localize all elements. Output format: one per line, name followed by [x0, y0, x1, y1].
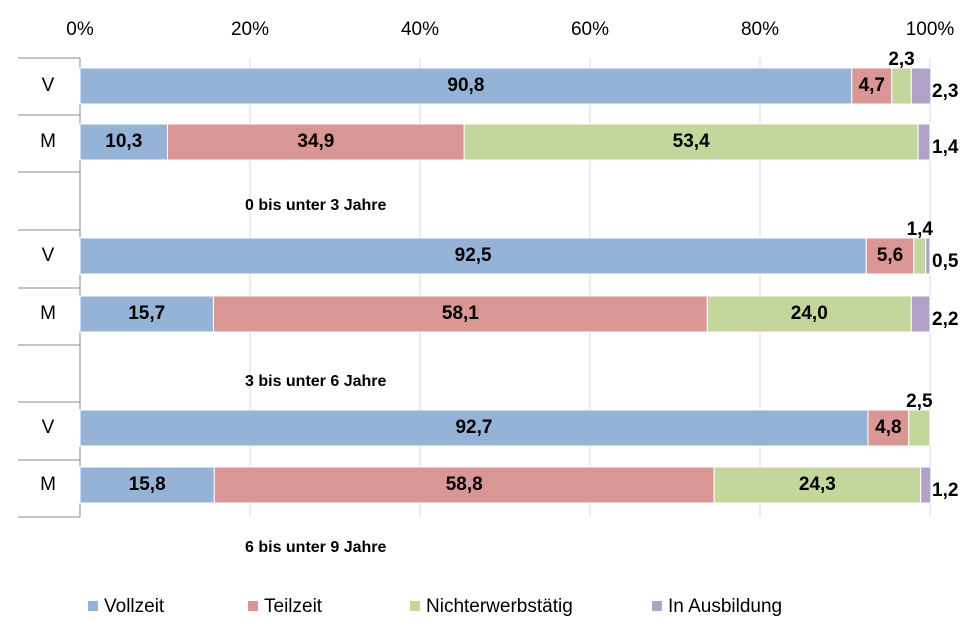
- bar-segment: [917, 123, 931, 161]
- x-tick-label: 40%: [401, 19, 439, 40]
- data-label: 0,5: [932, 251, 959, 272]
- data-label: 1,4: [932, 137, 959, 158]
- y-tick-label: V: [42, 245, 55, 266]
- data-label: 2,2: [932, 309, 958, 330]
- group-label: 0 bis unter 3 Jahre: [245, 197, 386, 214]
- data-label: 15,8: [129, 474, 166, 495]
- data-label: 58,8: [446, 474, 483, 495]
- data-label: 24,3: [799, 474, 836, 495]
- bar-segment: [913, 237, 927, 275]
- bar-segment: [851, 67, 893, 105]
- x-tick-label: 60%: [571, 19, 609, 40]
- bar-segment: [79, 466, 215, 504]
- bar-segment: [79, 409, 869, 447]
- bar-segment: [908, 409, 931, 447]
- legend-swatch: [410, 601, 420, 611]
- data-label: 34,9: [297, 131, 334, 152]
- data-label: 53,4: [673, 131, 710, 152]
- bar-segment: [706, 295, 912, 333]
- data-label: 1,2: [932, 480, 958, 501]
- group-label: 3 bis unter 6 Jahre: [245, 373, 386, 390]
- data-label: 1,4: [907, 219, 934, 240]
- data-label: 4,7: [859, 75, 885, 96]
- bar-segment: [79, 123, 169, 161]
- legend-swatch: [652, 601, 662, 611]
- data-label: 10,3: [105, 131, 142, 152]
- y-tick-label: V: [42, 417, 55, 438]
- bar-segment: [79, 67, 853, 105]
- legend-label: Teilzeit: [264, 596, 323, 617]
- x-tick-label: 100%: [906, 19, 955, 40]
- data-label: 24,0: [791, 303, 828, 324]
- data-label: 2,5: [906, 391, 933, 412]
- group-label: 6 bis unter 9 Jahre: [245, 539, 386, 556]
- bar-segment: [713, 466, 922, 504]
- bar-segment: [79, 237, 867, 275]
- legend-label: Nichterwerbstätig: [426, 596, 573, 617]
- bar-segment: [867, 409, 910, 447]
- bar-segment: [463, 123, 919, 161]
- data-label: 4,8: [875, 417, 901, 438]
- data-label: 2,3: [888, 49, 914, 70]
- legend-swatch: [248, 601, 258, 611]
- x-tick-label: 80%: [741, 19, 779, 40]
- bar-segment: [212, 295, 708, 333]
- y-tick-label: M: [40, 474, 56, 495]
- bar-segment: [865, 237, 915, 275]
- bar-segment: [910, 295, 931, 333]
- bar-segment: [891, 67, 912, 105]
- bar-segment: [79, 295, 214, 333]
- bar-segment: [910, 67, 932, 105]
- y-tick-label: M: [40, 303, 56, 324]
- bar-segment: [920, 466, 932, 504]
- y-tick-label: V: [42, 75, 55, 96]
- bar-segment: [925, 237, 931, 275]
- x-tick-label: 20%: [231, 19, 269, 40]
- legend-label: In Ausbildung: [668, 596, 782, 617]
- data-label: 15,7: [128, 303, 165, 324]
- legend-label: Vollzeit: [104, 596, 165, 617]
- data-label: 2,3: [932, 81, 958, 102]
- data-label: 58,1: [442, 303, 479, 324]
- data-label: 90,8: [447, 75, 484, 96]
- data-label: 5,6: [877, 245, 903, 266]
- x-tick-label: 0%: [66, 19, 94, 40]
- y-tick-label: M: [40, 131, 56, 152]
- legend-swatch: [88, 601, 98, 611]
- bar-segment: [213, 466, 715, 504]
- data-label: 92,7: [455, 417, 492, 438]
- bar-segment: [167, 123, 465, 161]
- data-label: 92,5: [455, 245, 492, 266]
